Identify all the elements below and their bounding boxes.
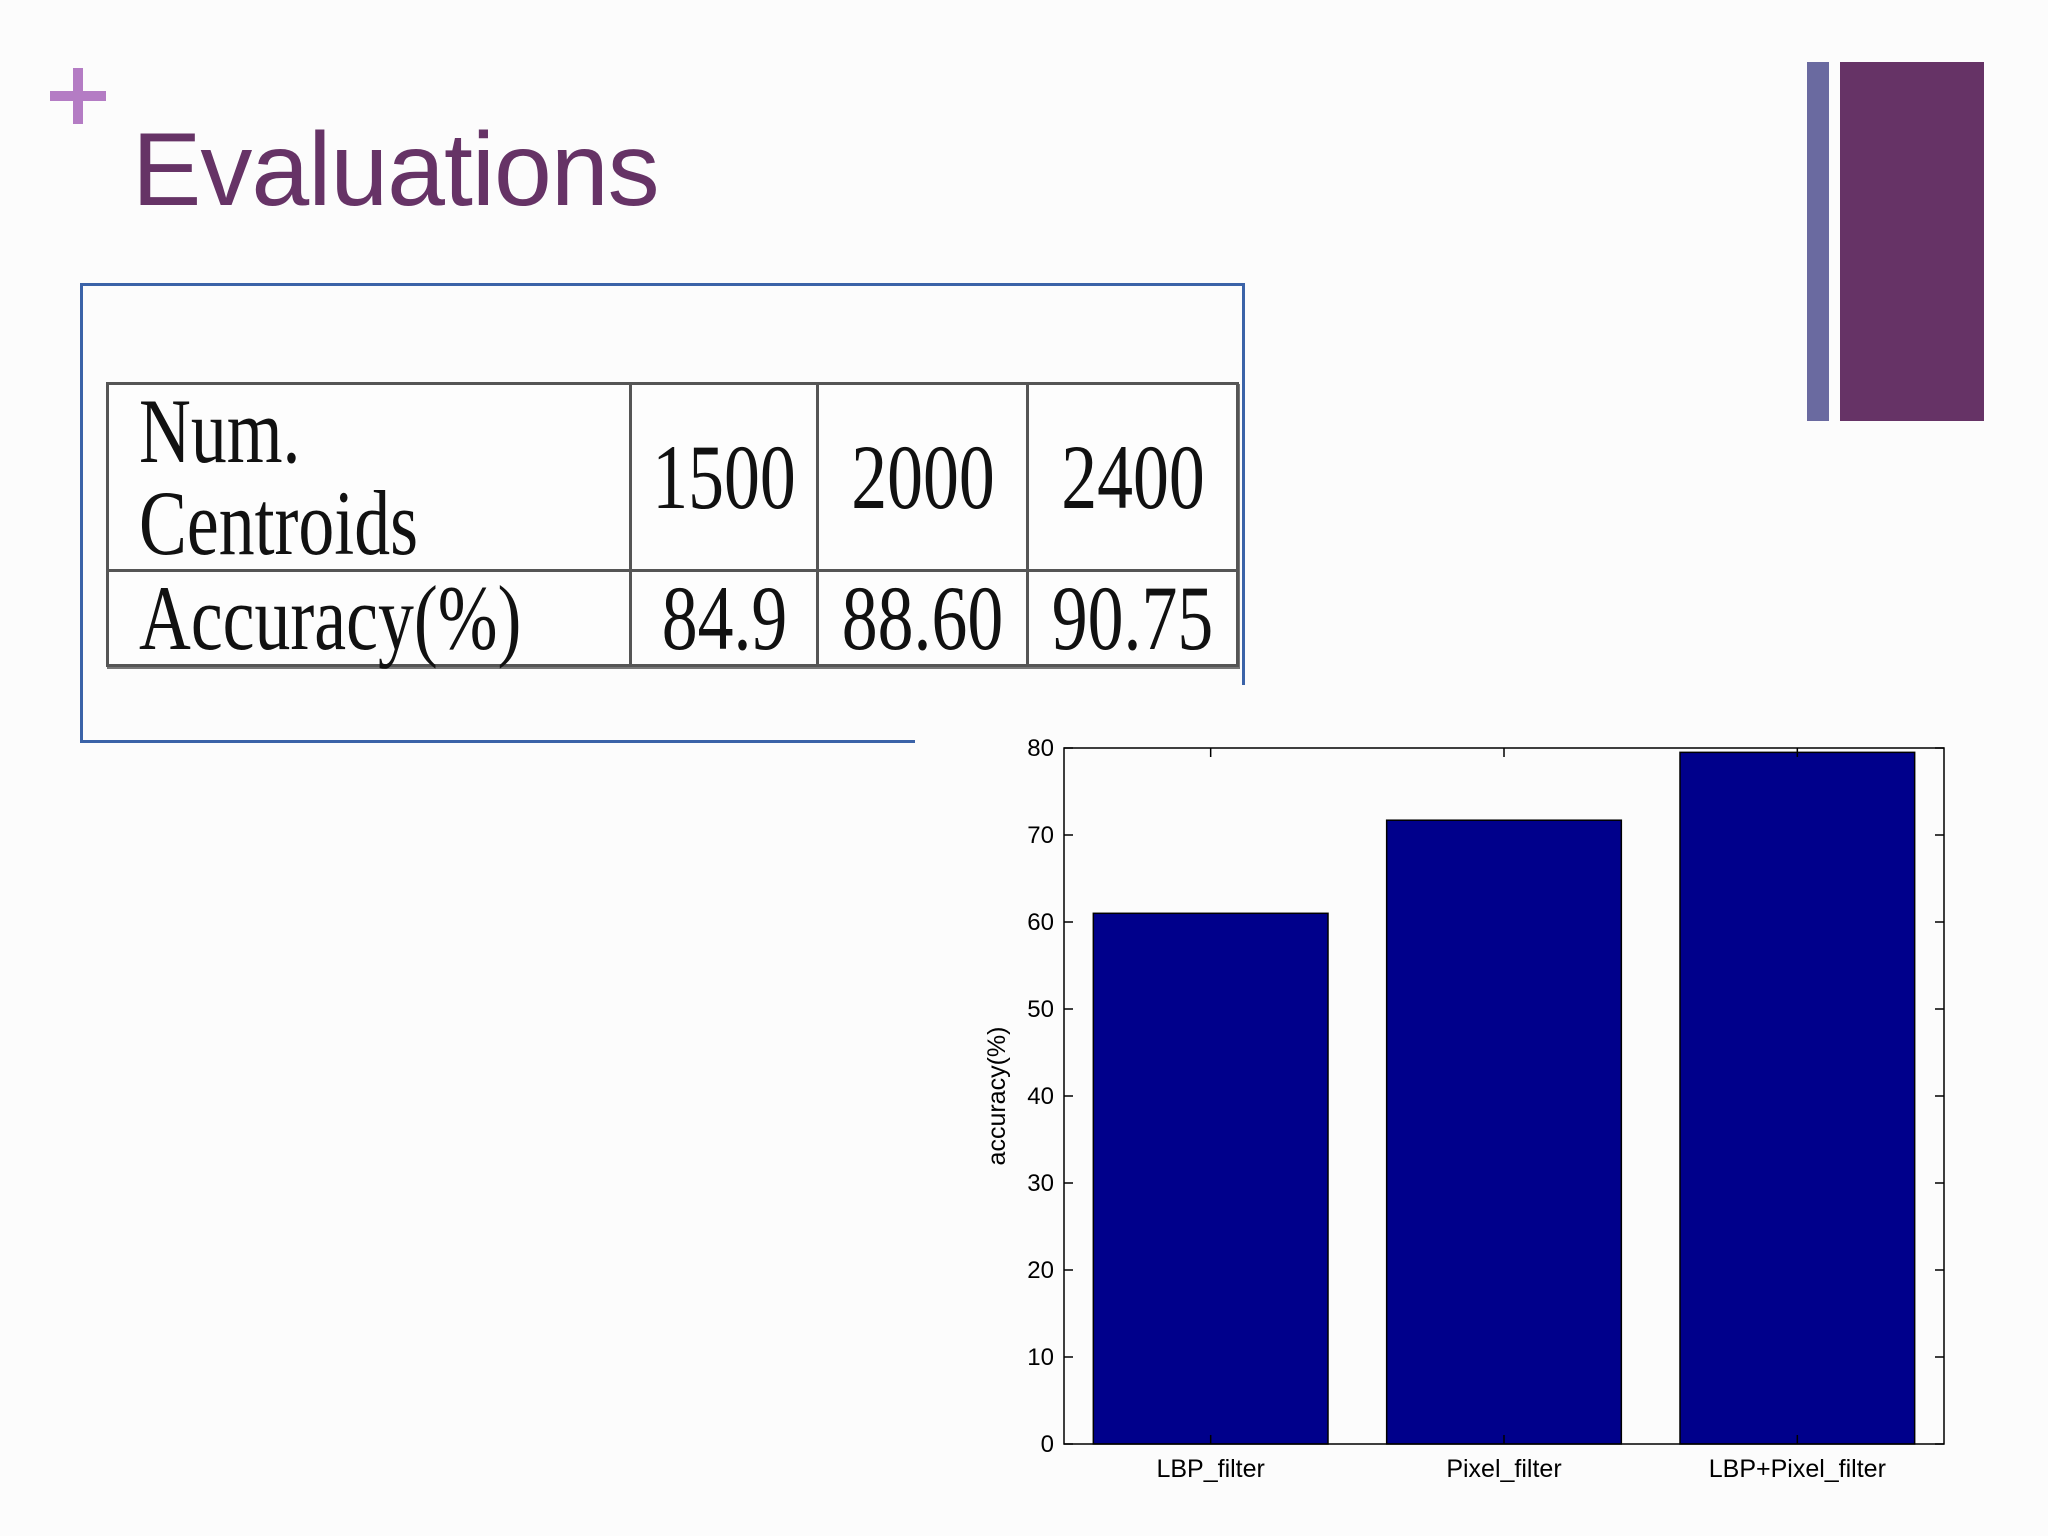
slide-title: Evaluations xyxy=(132,112,660,228)
x-tick-label: LBP_filter xyxy=(1156,1455,1264,1483)
x-tick-label: Pixel_filter xyxy=(1446,1455,1561,1483)
table-row-accuracy: Accuracy(%) 84.9 88.60 90.75 xyxy=(105,567,1240,669)
decorative-bar-thin xyxy=(1807,62,1829,421)
decorative-bar-thick xyxy=(1840,62,1984,421)
y-tick-label: 10 xyxy=(1027,1344,1054,1371)
table-cell: Num. Centroids xyxy=(105,380,633,574)
y-tick-label: 80 xyxy=(1027,735,1054,762)
table-cell: 1500 xyxy=(629,382,820,572)
frame-cover xyxy=(915,685,1295,755)
y-axis-label: accuracy(%) xyxy=(983,1027,1011,1166)
bar-pixel-filter xyxy=(1385,819,1623,1445)
cell-text: 88.60 xyxy=(842,567,1004,669)
cell-text: 2000 xyxy=(851,426,995,528)
y-tick-label: 40 xyxy=(1027,1083,1054,1110)
cell-text: 1500 xyxy=(652,426,797,528)
table-cell: 84.9 xyxy=(629,567,820,669)
cell-text: 2400 xyxy=(1061,426,1205,528)
cell-text: Num. Centroids xyxy=(139,380,419,574)
table-cell: 2000 xyxy=(816,382,1030,572)
table-cell: 88.60 xyxy=(816,567,1030,669)
cell-text: 90.75 xyxy=(1052,567,1214,669)
cell-text: Accuracy(%) xyxy=(139,567,522,669)
bar-lbp-pixel-filter xyxy=(1679,751,1916,1445)
y-tick-label: 70 xyxy=(1027,822,1054,849)
table-frame xyxy=(80,283,1245,743)
accuracy-bar-chart: 0 10 20 30 40 50 60 70 80 LBP_filter Pixel_filter L… xyxy=(983,735,1945,1483)
table-cell: Accuracy(%) xyxy=(105,567,633,669)
y-tick-label: 50 xyxy=(1027,996,1054,1023)
cell-text: 84.9 xyxy=(661,567,788,669)
y-tick-label: 0 xyxy=(1041,1431,1054,1458)
table-row-header: Num. Centroids 1500 2000 2400 xyxy=(105,380,1240,574)
table-cell: 2400 xyxy=(1026,382,1240,572)
table-cell: 90.75 xyxy=(1026,567,1240,669)
x-tick-label: LBP+Pixel_filter xyxy=(1709,1455,1886,1483)
y-tick-label: 20 xyxy=(1027,1257,1054,1284)
y-tick-label: 60 xyxy=(1027,909,1054,936)
centroids-table: Num. Centroids 1500 2000 2400 Accuracy(%… xyxy=(105,380,1240,669)
bar-lbp-filter xyxy=(1092,912,1329,1445)
y-tick-label: 30 xyxy=(1027,1170,1054,1197)
plus-icon xyxy=(50,68,106,124)
plus-icon-vertical xyxy=(73,68,83,124)
